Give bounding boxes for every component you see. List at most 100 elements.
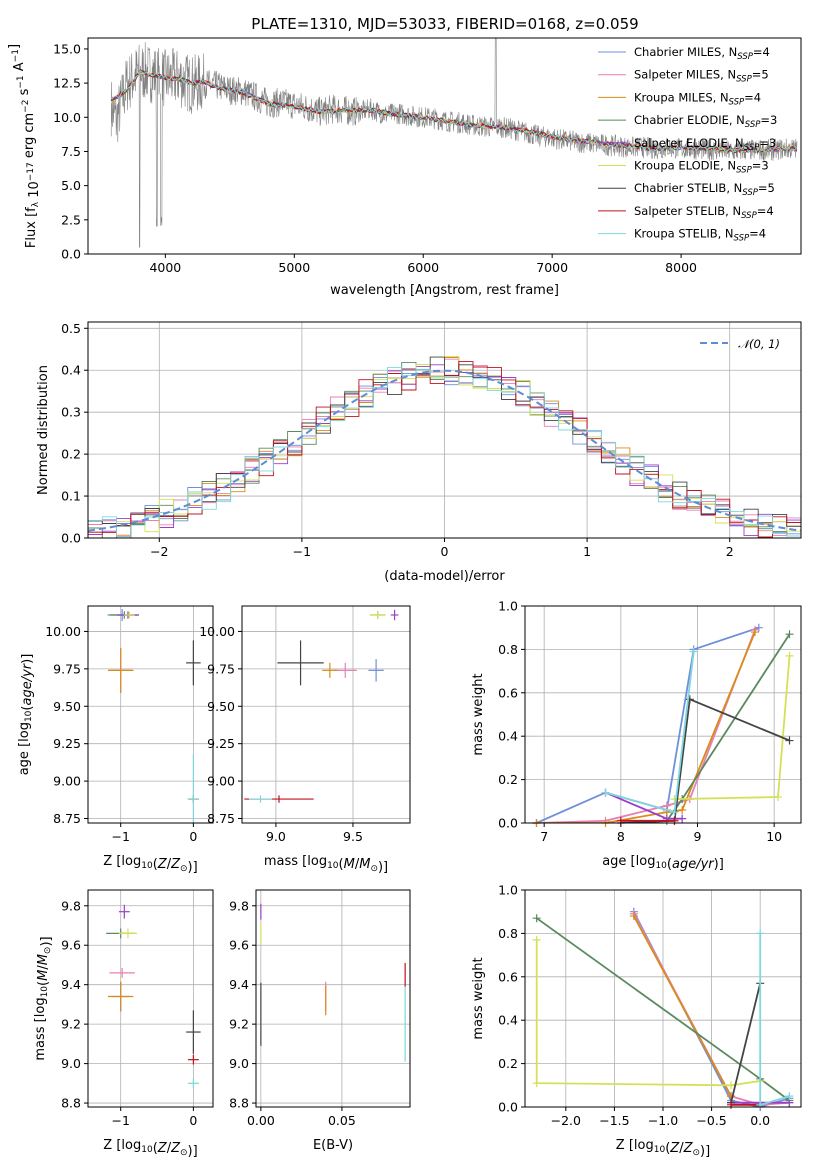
legend-label: Salpeter MILES, NSSP=5 — [634, 68, 769, 85]
mass-weight-marker — [774, 792, 782, 801]
legend-label: Chabrier ELODIE, NSSP=3 — [634, 113, 777, 130]
legend-label: Kroupa MILES, NSSP=4 — [634, 90, 761, 107]
y-tick-label: 12.5 — [53, 76, 81, 91]
axis-label: mass weight — [471, 957, 486, 1039]
mass-weight-marker — [532, 1079, 541, 1088]
y-tick-label: 9.4 — [61, 977, 81, 992]
mass-weight-marker — [689, 647, 698, 656]
spectrum-panel: 4000 5000 6000 7000 8000 0.0 2.5 5.0 7.5 10.0 12.5… — [7, 37, 802, 298]
mass-weight-marker — [754, 623, 763, 632]
y-tick-label: 9.25 — [207, 736, 235, 751]
y-tick-label: 9.50 — [53, 699, 81, 714]
x-tick-label: 0 — [441, 544, 449, 559]
x-tick-label: 1 — [583, 544, 591, 559]
y-tick-label: 0.6 — [498, 685, 518, 700]
y-tick-label: 0.5 — [61, 321, 81, 336]
mass-weight-marker — [670, 808, 679, 817]
figure-title: PLATE=1310, MJD=53033, FIBERID=0168, z=0… — [251, 15, 638, 33]
mass-weight-marker — [678, 814, 687, 823]
y-tick-label: 9.6 — [61, 938, 81, 953]
axes-frame — [87, 889, 214, 1108]
y-tick-label: 10.00 — [45, 624, 81, 639]
mass-weight-marker — [532, 935, 541, 944]
x-tick-label: 7000 — [536, 260, 568, 275]
x-tick-label: 7 — [540, 829, 548, 844]
x-tick-label: 5000 — [278, 260, 310, 275]
massweight-vs-metallicity-panel: −2.0 −1.5 −1.0 −0.5 0.0 0.0 0.2 0.4 0.6 0.8 1.0 Z [… — [471, 883, 802, 1159]
mass-weight-marker — [751, 628, 759, 637]
y-tick-label: 1.0 — [498, 599, 518, 614]
mass-weight-marker — [678, 805, 687, 814]
mass-weight-marker — [532, 914, 541, 923]
y-tick-label: 0.0 — [498, 816, 518, 831]
x-tick-label: 0 — [189, 829, 197, 844]
age-vs-mass-panel: 9.0 9.5 8.75 9.00 9.25 9.50 9.75 10.00 mass [log… — [199, 605, 411, 875]
mass-weight-marker — [785, 651, 794, 660]
axis-label: E(B-V) — [313, 1138, 353, 1153]
mass-weight-line — [633, 915, 732, 1097]
y-tick-label: 0.2 — [498, 1056, 518, 1071]
axis-label: age [log10(age/yr)] — [602, 854, 724, 872]
y-tick-label: 8.75 — [53, 811, 81, 826]
y-tick-label: 0.2 — [61, 447, 81, 462]
x-tick-label: 8000 — [665, 260, 697, 275]
axis-label: Z [log10(Z/Z⊙)] — [103, 1138, 197, 1159]
x-tick-label: 0.05 — [328, 1113, 356, 1128]
x-tick-label: −1 — [111, 1113, 129, 1128]
residuals-panel: −2 −1 0 1 2 0.0 0.1 0.2 0.3 0.4 0.5 (data-model)/er… — [36, 321, 802, 584]
y-tick-label: 9.75 — [53, 661, 81, 676]
massweight-vs-age-panel: 7 8 9 10 0.0 0.2 0.4 0.6 0.8 1.0 age [log10(age/yr… — [471, 599, 802, 872]
mass-vs-metallicity-panel: −1 0 8.8 9.0 9.2 9.4 9.6 9.8 Z [log10(Z/Z⊙)] mass… — [33, 889, 214, 1159]
y-tick-label: 0.1 — [61, 489, 81, 504]
mass-weight-line — [535, 939, 761, 1087]
y-tick-label: 8.75 — [207, 811, 235, 826]
x-tick-label: −2 — [150, 544, 168, 559]
x-tick-label: 9.0 — [266, 829, 286, 844]
y-tick-label: 8.8 — [61, 1096, 81, 1111]
mass-weight-marker — [785, 630, 794, 639]
y-tick-label: 9.0 — [61, 1056, 81, 1071]
mass-weight-marker — [756, 929, 765, 938]
axes-frame — [241, 605, 411, 824]
y-tick-label: 9.25 — [53, 736, 81, 751]
axis-label: Z [log10(Z/Z⊙)] — [616, 1138, 710, 1159]
y-tick-label: 0.8 — [498, 642, 518, 657]
x-tick-label: 0.0 — [750, 1113, 770, 1128]
x-tick-label: −1.0 — [648, 1113, 678, 1128]
model-spectrum-line — [111, 70, 797, 154]
residual-histogram — [88, 356, 801, 538]
y-tick-label: 9.8 — [61, 898, 81, 913]
y-tick-label: 9.50 — [207, 699, 235, 714]
y-tick-label: 7.5 — [61, 144, 81, 159]
y-tick-label: 10.0 — [53, 110, 81, 125]
axes-frame — [524, 889, 802, 1108]
legend-label: Salpeter STELIB, NSSP=4 — [634, 204, 774, 221]
y-tick-label: 8.8 — [229, 1096, 249, 1111]
axis-label: (data-model)/error — [384, 569, 505, 584]
y-tick-label: 2.5 — [61, 212, 81, 227]
mass-weight-marker — [785, 736, 794, 745]
y-tick-label: 0.2 — [498, 772, 518, 787]
residual-histogram — [88, 367, 801, 538]
y-tick-label: 15.0 — [53, 41, 81, 56]
y-tick-label: 9.0 — [229, 1056, 249, 1071]
age-vs-metallicity-panel: −1 0 8.75 9.00 9.25 9.50 9.75 10.00 Z [log10(Z/Z… — [17, 605, 214, 875]
x-tick-label: 6000 — [407, 260, 439, 275]
mass-weight-marker — [727, 1081, 736, 1090]
x-tick-label: 9 — [694, 829, 702, 844]
x-tick-label: 10 — [766, 829, 782, 844]
legend-label: Chabrier MILES, NSSP=4 — [634, 45, 770, 62]
axis-label: mass weight — [471, 673, 486, 755]
y-tick-label: 9.2 — [61, 1017, 81, 1032]
x-tick-label: −0.5 — [696, 1113, 726, 1128]
y-tick-label: 9.00 — [207, 774, 235, 789]
x-tick-label: 8 — [617, 829, 625, 844]
legend-label: 𝒩(0, 1) — [738, 337, 780, 351]
axis-label: age [log10(age/yr)] — [17, 654, 35, 776]
y-tick-label: 9.75 — [207, 661, 235, 676]
mass-weight-line — [620, 698, 790, 823]
legend-label: Kroupa ELODIE, NSSP=3 — [634, 159, 769, 176]
mass-weight-line — [536, 626, 760, 823]
legend-label: Salpeter ELODIE, NSSP=3 — [634, 136, 776, 153]
